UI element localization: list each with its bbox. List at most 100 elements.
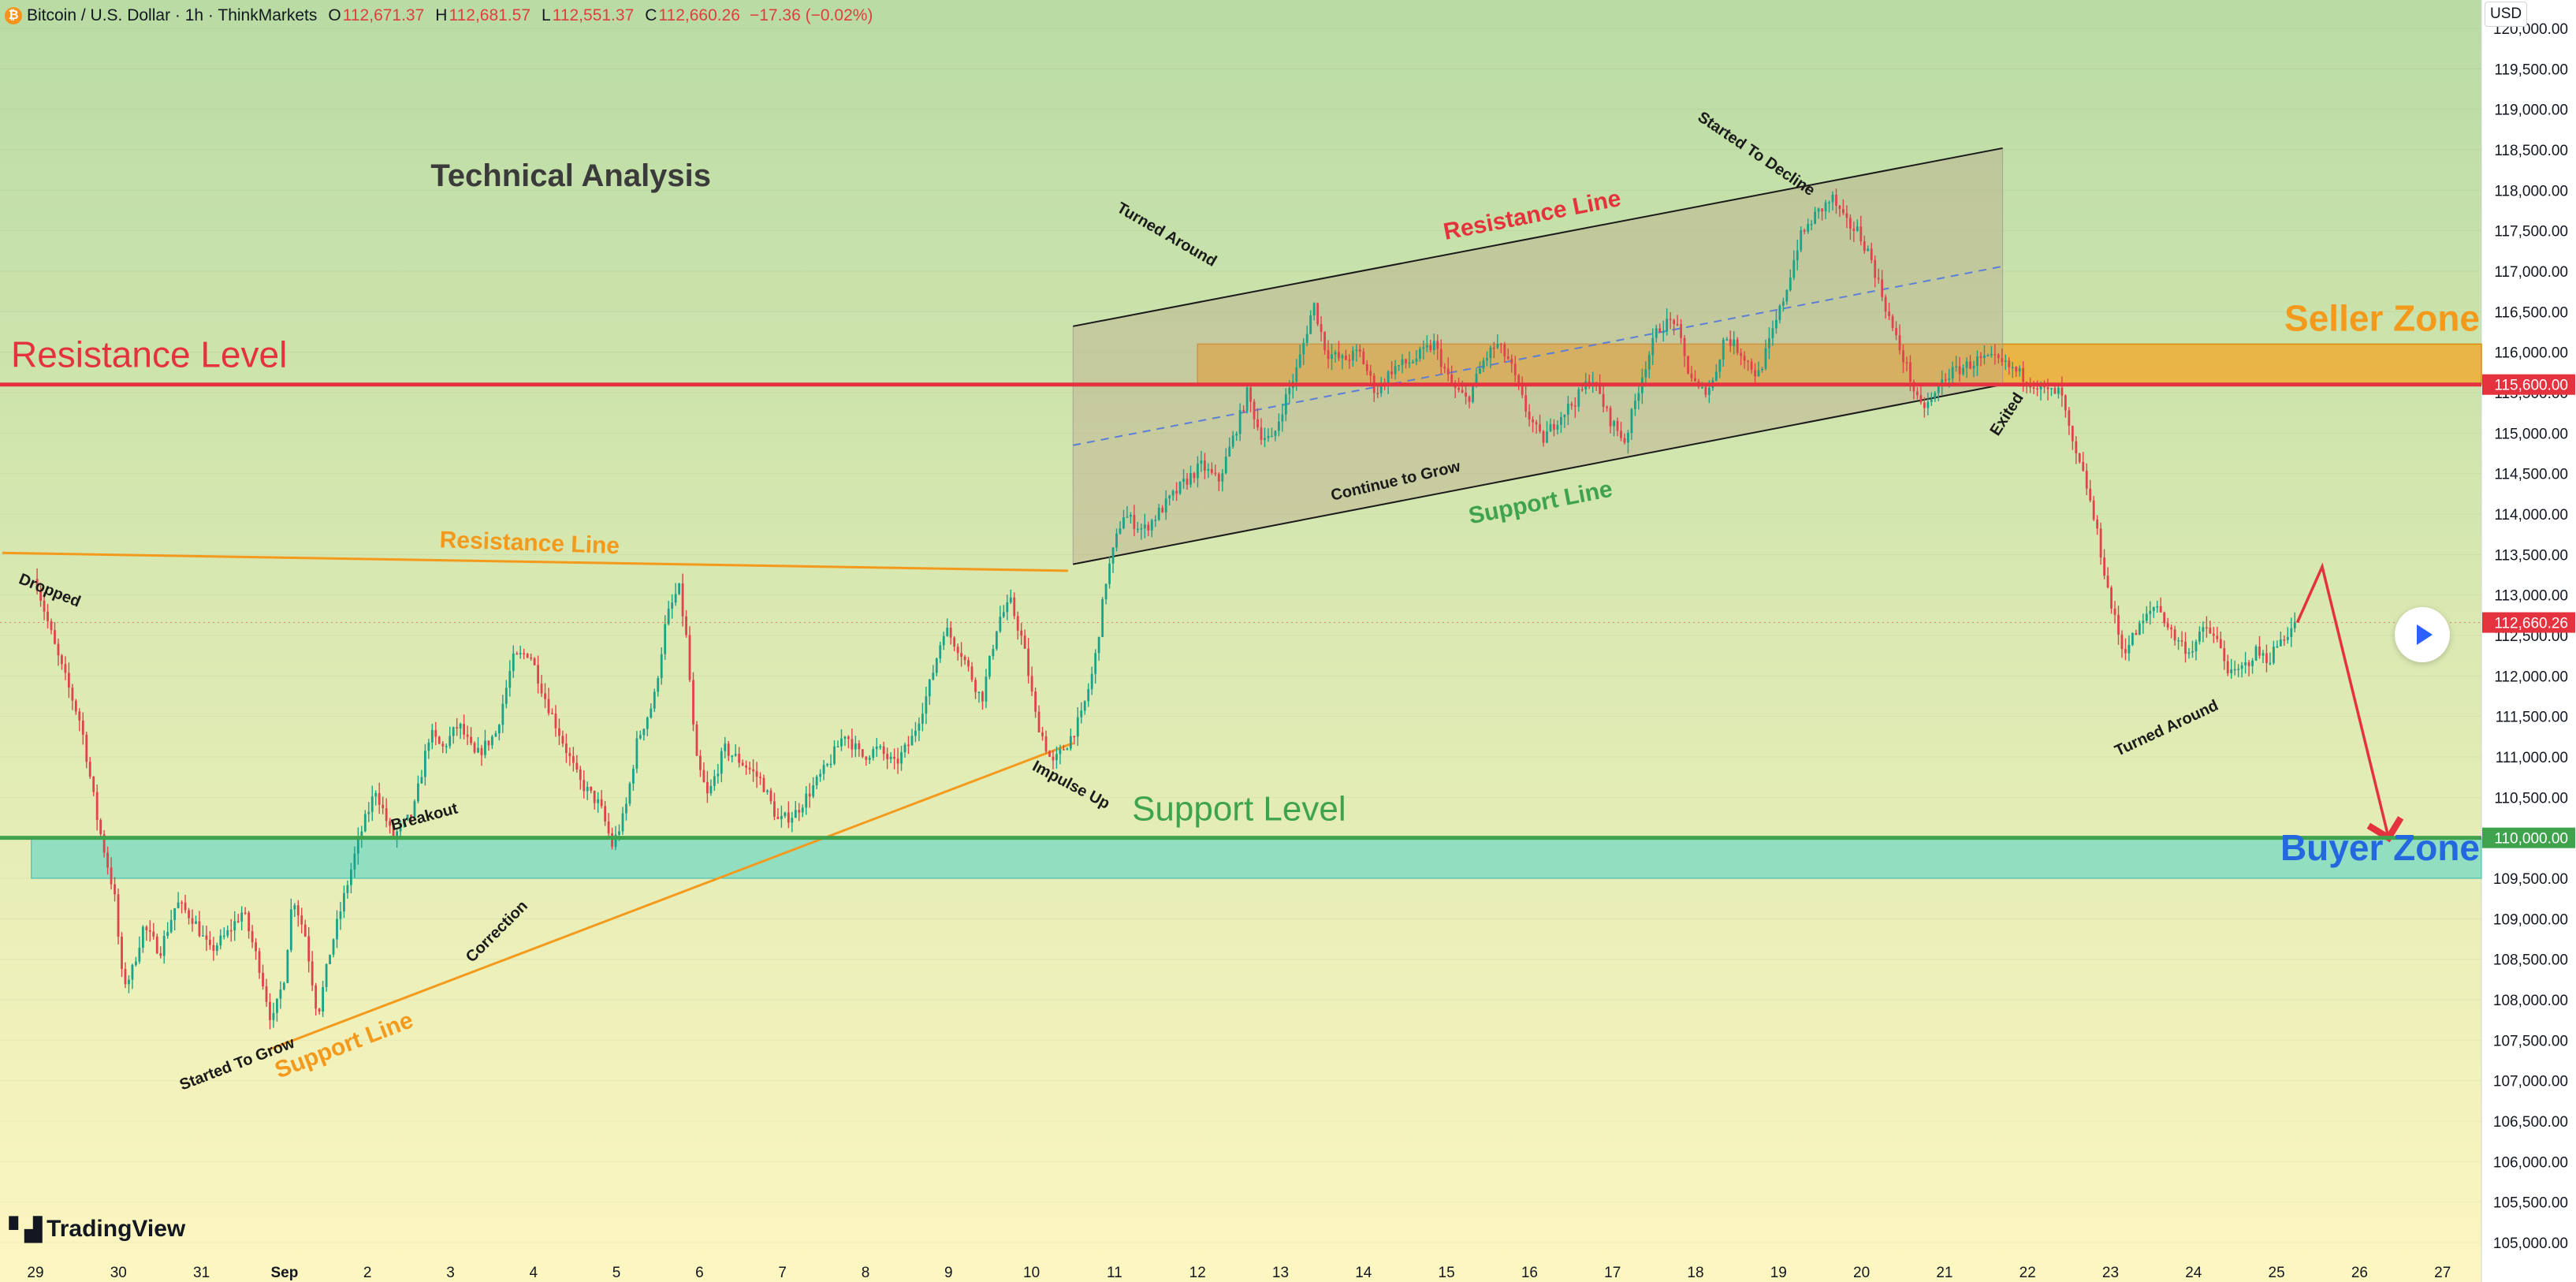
candle-body (801, 807, 804, 813)
candle-body (1556, 424, 1559, 430)
price-tick-label: 105,500.00 (2493, 1195, 2568, 1212)
candle-body (392, 825, 395, 838)
candle-body (752, 769, 754, 772)
candle-body (2117, 614, 2120, 635)
candle-body (1838, 205, 1841, 209)
candle-body (255, 942, 257, 952)
candle-body (1457, 387, 1461, 390)
candle-body (121, 936, 123, 969)
candle-body (1489, 347, 1492, 358)
candle-body (1398, 365, 1400, 367)
candle-body (685, 616, 687, 635)
trend-line-0[interactable] (2, 551, 1068, 572)
high-label: H (435, 6, 448, 24)
candle-body (544, 693, 546, 699)
candle-body (720, 751, 723, 774)
candle-body (1249, 387, 1252, 402)
candle-body (2092, 500, 2095, 520)
candle-body (1147, 524, 1150, 531)
candle-body (303, 924, 307, 937)
candle-body (1673, 319, 1676, 324)
candle-body (1305, 334, 1308, 343)
candle-body (1725, 339, 1729, 341)
candle-body (148, 930, 151, 932)
price-tick-label: 109,000.00 (2493, 911, 2568, 928)
candle-body (1845, 213, 1848, 218)
candle-body (1647, 355, 1651, 370)
candle-body (1186, 479, 1189, 485)
candle-body (1486, 357, 1488, 361)
candle-body (1465, 392, 1467, 397)
candle-body (385, 808, 388, 822)
support-level-label: Support Level (1132, 790, 1346, 829)
candle-body (445, 746, 448, 747)
candle-body (822, 765, 825, 774)
tradingview-logo[interactable]: ▘▟ TradingView (9, 1216, 185, 1243)
open-label: O (328, 6, 341, 24)
trend-line-2[interactable] (1073, 147, 2003, 327)
price-tick-label: 110,500.00 (2494, 790, 2568, 807)
candle-body (1807, 224, 1810, 232)
candle-body (702, 770, 705, 782)
play-button[interactable] (2395, 607, 2450, 662)
candle-body (2187, 652, 2191, 654)
candle-body (530, 657, 533, 659)
candle-body (1055, 754, 1058, 761)
candle-body (484, 740, 486, 755)
candle-body (1580, 389, 1584, 391)
candle-body (2018, 367, 2021, 372)
candle-body (473, 743, 476, 753)
candle-body (956, 647, 959, 654)
chart-header: ₿ Bitcoin / U.S. Dollar · 1h · ThinkMark… (5, 3, 873, 28)
candle-body (1178, 481, 1182, 494)
candle-body (1197, 464, 1199, 479)
price-tick-label: 117,000.00 (2494, 264, 2568, 281)
candle-body (399, 824, 402, 832)
candle-body (1369, 371, 1372, 376)
candle-body (1387, 371, 1390, 385)
candle-body (960, 653, 963, 657)
candle-body (995, 631, 998, 650)
candle-body (1492, 347, 1495, 349)
candle-body (480, 747, 483, 755)
candle-body (417, 783, 419, 802)
candle-body (350, 869, 352, 885)
candle-body (1867, 248, 1870, 252)
candle-body (222, 935, 225, 937)
candle-body (1242, 409, 1245, 412)
candle-body (713, 776, 716, 786)
candle-body (315, 985, 318, 1009)
seller-zone[interactable] (1197, 343, 2482, 386)
candle-body (353, 853, 356, 870)
candle-body (1238, 409, 1241, 434)
candle-body (296, 905, 300, 915)
candle-body (780, 815, 783, 819)
currency-button[interactable]: USD (2485, 2, 2527, 27)
candle-body (650, 708, 653, 718)
candle-body (456, 727, 459, 729)
channel-midline[interactable] (1073, 265, 2003, 446)
candle-body (1566, 404, 1569, 415)
candle-body (1030, 676, 1033, 692)
buyer-zone[interactable] (31, 837, 2482, 879)
forecast-arrow[interactable] (2295, 562, 2404, 843)
candle-body (1415, 358, 1418, 363)
candle-body (2191, 650, 2194, 653)
candle-body (1499, 344, 1502, 345)
candle-body (759, 777, 761, 778)
candle-body (614, 834, 617, 847)
candle-body (727, 743, 730, 756)
candle-body (621, 813, 624, 832)
candle-body (1094, 653, 1097, 674)
candle-body (64, 664, 67, 673)
trend-line-3[interactable] (1073, 383, 2003, 565)
candle-body (1859, 226, 1863, 242)
trend-line-1[interactable] (267, 742, 1074, 1052)
candle-body (1997, 354, 2000, 359)
candle-body (47, 611, 49, 621)
time-tick-label: 20 (1853, 1265, 1870, 1281)
symbol-title[interactable]: Bitcoin / U.S. Dollar · 1h · ThinkMarket… (27, 6, 318, 24)
candle-body (2212, 633, 2215, 636)
candle-body (1214, 472, 1217, 475)
